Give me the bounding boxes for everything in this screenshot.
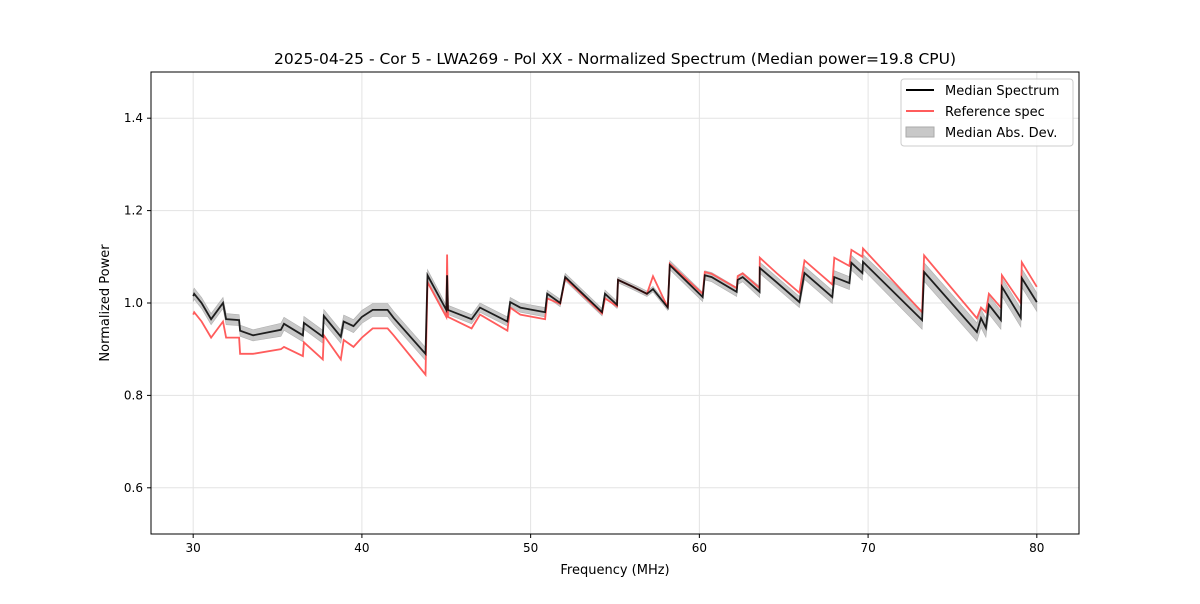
median-spectrum-line bbox=[192, 259, 1038, 357]
legend-mad-label: Median Abs. Dev. bbox=[945, 126, 1057, 141]
ticks: 30 40 50 60 70 80 0.6 0.8 1.0 1.2 1.4 bbox=[124, 111, 1045, 555]
x-tick-label: 50 bbox=[523, 541, 538, 555]
y-tick-label: 0.8 bbox=[124, 388, 143, 402]
y-tick-label: 1.2 bbox=[124, 204, 143, 218]
y-tick-label: 0.6 bbox=[124, 481, 143, 495]
legend-box bbox=[900, 78, 1074, 147]
x-axis-label: Frequency (MHz) bbox=[560, 563, 669, 578]
y-axis-label: Normalized Power bbox=[98, 244, 113, 362]
legend: Median Spectrum Reference spec Median Ab… bbox=[900, 78, 1074, 147]
reference-spectrum-line bbox=[192, 246, 1038, 378]
y-tick-label: 1.0 bbox=[124, 296, 143, 310]
x-tick-label: 60 bbox=[692, 541, 707, 555]
x-tick-label: 40 bbox=[354, 541, 369, 555]
plot-marks bbox=[192, 246, 1038, 378]
legend-mad-swatch bbox=[905, 126, 935, 138]
x-tick-label: 80 bbox=[1029, 541, 1044, 555]
legend-reference-label: Reference spec bbox=[945, 105, 1045, 120]
y-tick-label: 1.4 bbox=[124, 111, 143, 125]
chart-title: 2025-04-25 - Cor 5 - LWA269 - Pol XX - N… bbox=[274, 50, 956, 68]
legend-median-label: Median Spectrum bbox=[945, 84, 1059, 99]
x-tick-label: 70 bbox=[860, 541, 875, 555]
x-tick-label: 30 bbox=[186, 541, 201, 555]
